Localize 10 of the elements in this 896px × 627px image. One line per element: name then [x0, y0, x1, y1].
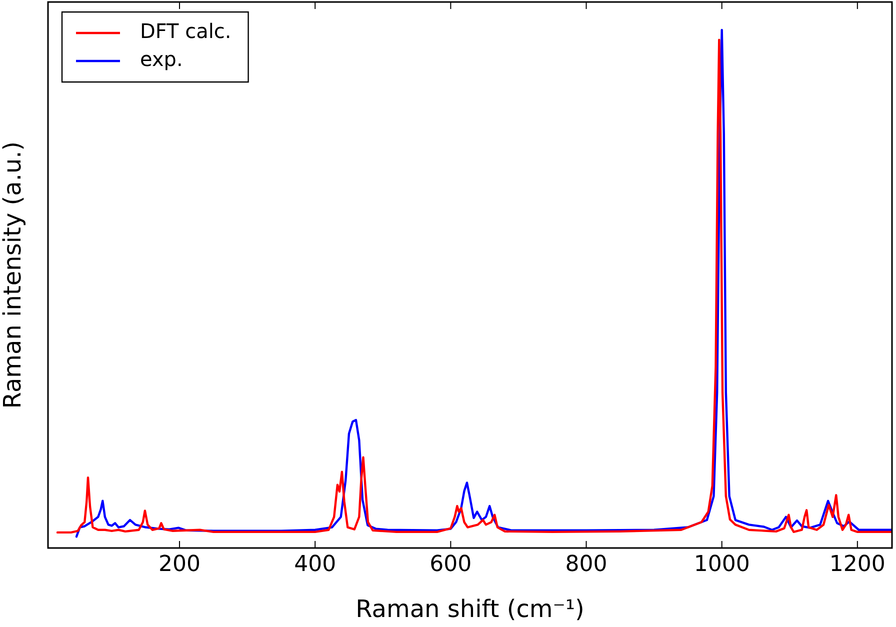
y-axis-title: Raman intensity (a.u.): [0, 141, 27, 409]
x-tick-label: 200: [158, 552, 201, 577]
x-tick-label: 800: [565, 552, 608, 577]
x-tick-label: 1000: [694, 552, 750, 577]
x-axis-title: Raman shift (cm⁻¹): [356, 594, 584, 623]
x-tick-label: 400: [294, 552, 336, 577]
legend-label: exp.: [140, 47, 183, 72]
legend-label: DFT calc.: [140, 19, 232, 44]
x-tick-label: 1200: [829, 552, 886, 577]
x-tick-label: 600: [430, 552, 472, 577]
